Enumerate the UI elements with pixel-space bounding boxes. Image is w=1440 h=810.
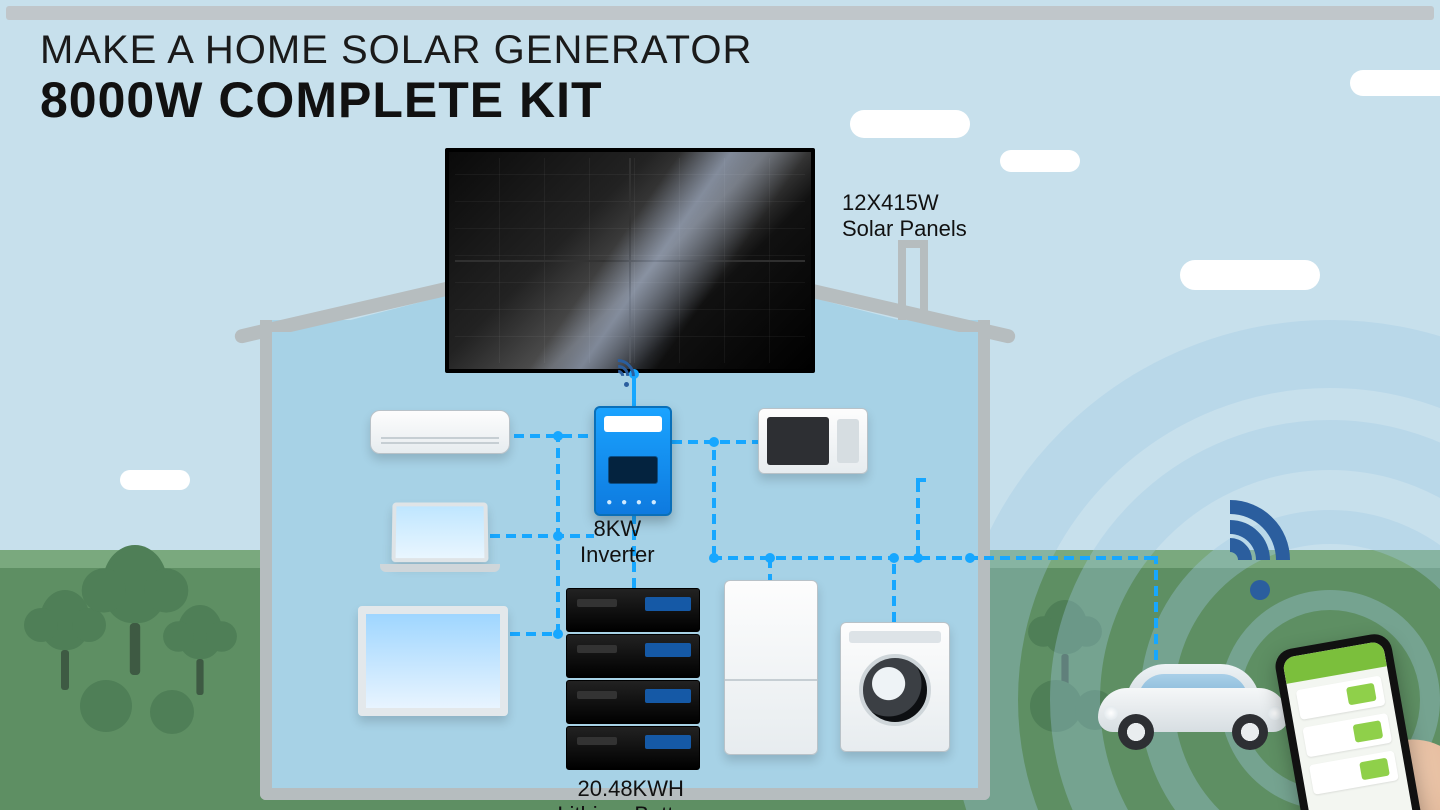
battery-module [566,588,700,632]
battery-rack [566,588,700,772]
wire [916,478,928,482]
inverter-device: ● ● ● ● [594,406,672,516]
inverter-screen [608,456,658,484]
laptop-icon [391,502,488,562]
wire-node [553,531,563,541]
wire [712,440,716,556]
battery-module [566,634,700,678]
title-line1: MAKE A HOME SOLAR GENERATOR [40,28,752,73]
title-line2: 8000W COMPLETE KIT [40,71,752,129]
wire-node [889,553,899,563]
battery-module [566,680,700,724]
tree-icon [103,545,168,675]
tree-icon [178,605,223,695]
inverter-label-l1: 8KW [580,516,655,542]
bush-icon [80,680,132,732]
wire-node [765,553,775,563]
inverter-label: 8KW Inverter [580,516,655,569]
solar-panels-label-l2: Solar Panels [842,216,967,242]
battery-module [566,726,700,770]
wire [490,534,594,538]
wire [1154,556,1158,676]
title-block: MAKE A HOME SOLAR GENERATOR 8000W COMPLE… [40,28,752,129]
wire-node [965,553,975,563]
car-icon [1098,660,1288,750]
chimney [898,240,928,320]
wire-node [913,553,923,563]
cloud-icon [1000,150,1080,172]
tree-icon [40,590,90,690]
inverter-label-l2: Inverter [580,542,655,568]
solar-panel [445,148,815,373]
cloud-icon [850,110,970,138]
air-conditioner-icon [370,410,510,454]
microwave-icon [758,408,868,474]
battery-label-l1: 20.48KWH [557,776,704,802]
wire-node [709,553,719,563]
bush-icon [150,690,194,734]
wire-node [553,431,563,441]
wire [968,556,1158,560]
inverter-buttons: ● ● ● ● [596,497,670,508]
cloud-icon [120,470,190,490]
fridge-icon [724,580,818,755]
cloud-icon [1180,260,1320,290]
monitor-icon [358,606,508,716]
solar-panels-label-l1: 12X415W [842,190,967,216]
cloud-icon [1350,70,1440,96]
solar-panels-label: 12X415W Solar Panels [842,190,967,243]
wire-node [709,437,719,447]
infographic-stage: MAKE A HOME SOLAR GENERATOR 8000W COMPLE… [0,0,1440,810]
battery-label: 20.48KWH Lithium Battery [557,776,704,810]
washing-machine-icon [840,622,950,752]
wire-node [553,629,563,639]
laptop-base [380,564,500,572]
wire [916,478,920,556]
wire [892,556,896,622]
wire [712,556,972,560]
inverter-top [604,416,662,432]
battery-label-l2: Lithium Battery [557,802,704,810]
